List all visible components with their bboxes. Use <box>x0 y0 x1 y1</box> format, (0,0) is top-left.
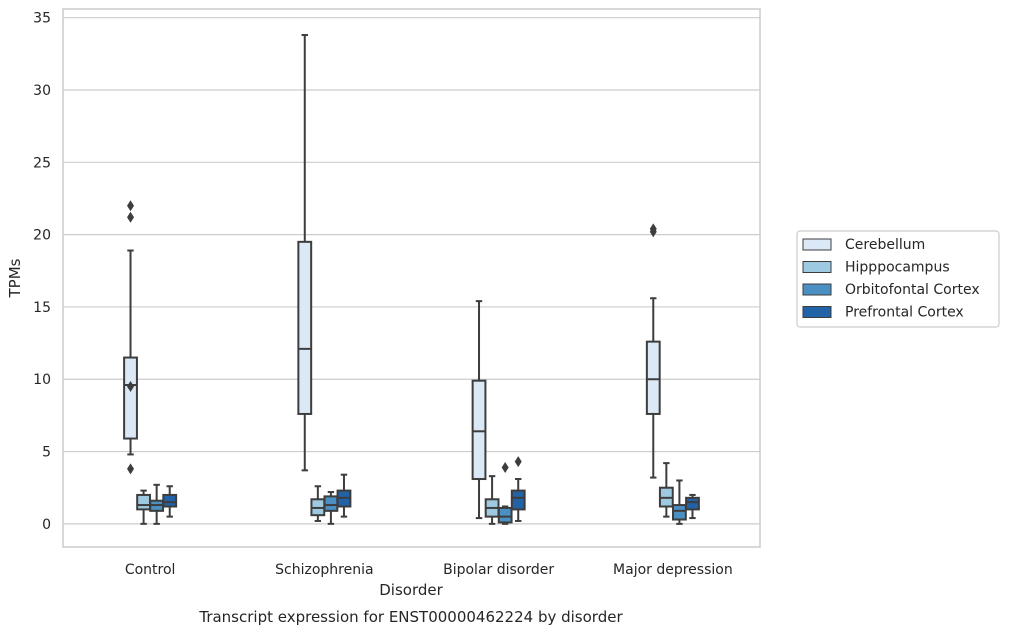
box-body <box>123 356 138 440</box>
outlier-point <box>649 226 657 238</box>
y-tick-label: 10 <box>33 372 51 388</box>
plot-frame <box>62 8 761 548</box>
box-body <box>297 240 313 415</box>
outlier-point <box>127 200 135 212</box>
box-1-0 <box>297 34 313 472</box>
y-tick-label: 0 <box>42 517 51 533</box>
outlier-point <box>514 456 522 468</box>
legend-label: Cerebellum <box>845 237 925 253</box>
legend-label: Orbitofontal Cortex <box>845 282 980 298</box>
box-2-3 <box>510 456 526 522</box>
x-tick-label: Bipolar disorder <box>443 562 554 578</box>
box-body <box>672 504 687 521</box>
y-tick-label: 15 <box>33 300 51 316</box>
x-axis-label: Disorder <box>379 581 443 599</box>
y-tick-labels: 0 5 10 15 20 25 30 35 <box>33 11 51 533</box>
box-body <box>323 495 339 512</box>
box-2-1 <box>484 475 500 525</box>
legend: Cerebellum Hipppocampus Orbitofontal Corte… <box>796 230 1000 328</box>
box-body <box>162 493 178 508</box>
box-2-2 <box>497 461 513 525</box>
box-body <box>136 493 151 511</box>
box-3-0 <box>645 223 661 479</box>
x-tick-label: Major depression <box>613 562 733 578</box>
legend-frame <box>796 230 1000 328</box>
legend-item: Orbitofontal Cortex <box>802 282 980 298</box>
box-0-0 <box>123 200 138 475</box>
box-body <box>685 496 700 511</box>
box-0-1 <box>136 489 151 525</box>
x-tick-label: Control <box>125 562 176 578</box>
box-3-2 <box>672 479 687 525</box>
y-tick-label: 30 <box>33 83 51 99</box>
legend-label: Prefrontal Cortex <box>845 305 964 321</box>
y-tick-label: 5 <box>42 445 51 461</box>
legend-item: Hipppocampus <box>802 260 950 276</box>
box-body <box>645 340 661 415</box>
box-3-1 <box>658 462 674 518</box>
legend-item: Cerebellum <box>802 237 925 253</box>
box-body <box>471 379 487 481</box>
legend-swatch <box>802 306 832 318</box>
legend-swatch <box>802 238 832 251</box>
outlier-point <box>127 211 135 223</box>
box-2-0 <box>471 300 487 520</box>
box-elements <box>123 34 700 525</box>
x-tick-labels: Control Schizophrenia Bipolar disorder Majo… <box>125 562 733 578</box>
chart-caption: Transcript expression for ENST0000046222… <box>198 608 623 626</box>
box-1-1 <box>310 485 326 522</box>
y-tick-label: 25 <box>33 155 51 171</box>
legend-swatch <box>802 261 832 273</box>
legend-item: Prefrontal Cortex <box>802 305 964 321</box>
box-1-2 <box>323 491 339 525</box>
y-tick-label: 35 <box>33 11 51 27</box>
y-tick-label: 20 <box>33 228 51 244</box>
outlier-point <box>501 461 509 473</box>
outlier-point <box>127 463 135 475</box>
y-axis-label: TPMs <box>6 258 24 298</box>
grid-lines <box>63 17 760 525</box>
box-0-2 <box>149 483 165 525</box>
box-0-3 <box>162 485 178 518</box>
box-body <box>497 506 513 524</box>
box-body <box>510 489 526 511</box>
outlier-point <box>127 380 135 392</box>
box-1-3 <box>336 473 352 518</box>
legend-swatch <box>802 283 832 296</box>
legend-label: Hipppocampus <box>845 260 950 276</box>
x-tick-label: Schizophrenia <box>275 562 373 578</box>
box-3-3 <box>685 493 700 520</box>
